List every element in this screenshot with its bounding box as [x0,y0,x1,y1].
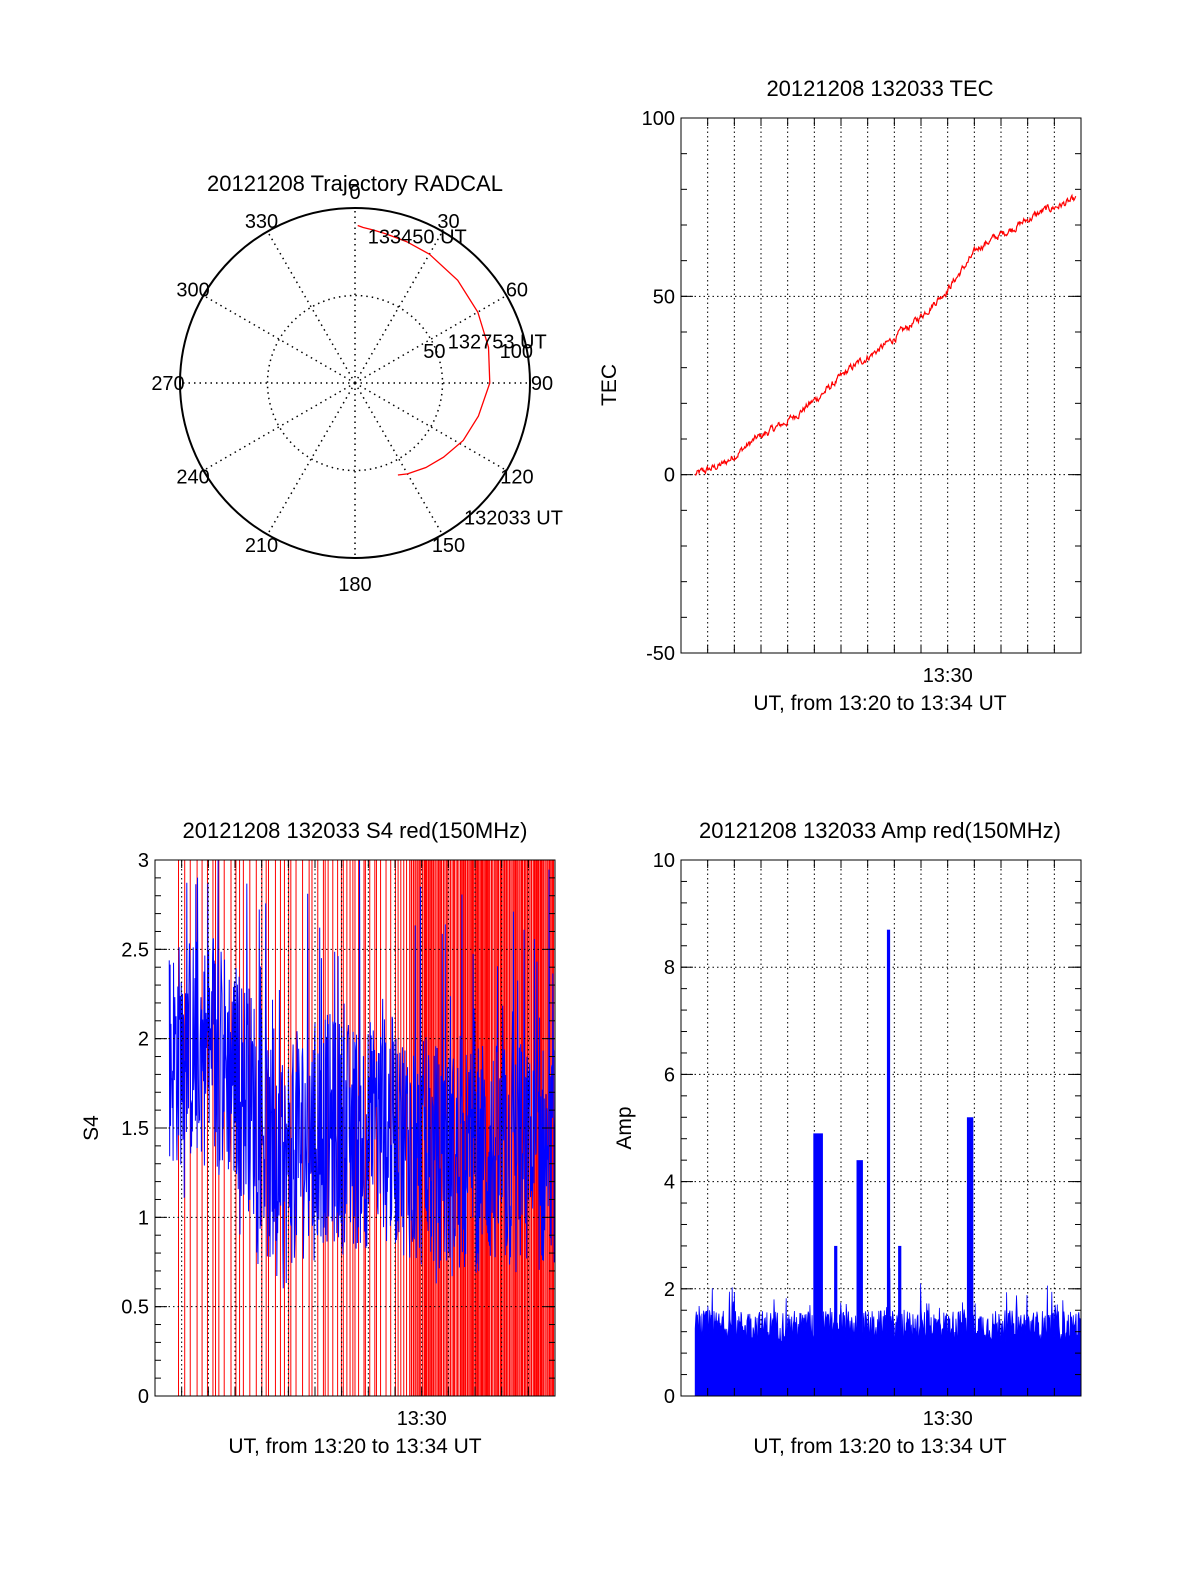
y-tick-label: 4 [664,1172,675,1194]
y-tick-label: 100 [642,108,675,130]
polar-angle-label: 30 [437,211,459,233]
tec-grid [681,118,1081,653]
amp-spike [834,1245,838,1396]
polar-spoke [354,382,444,535]
y-tick-label: 50 [653,286,675,308]
y-tick-label: 1.5 [121,1118,149,1140]
s4-grid [155,860,555,1396]
polar-grid [180,208,530,558]
s4-title: 20121208 132033 S4 red(150MHz) [183,818,528,843]
trajectory-line [357,224,491,476]
tec-xlabel: UT, from 13:20 to 13:34 UT [753,692,1006,715]
y-tick-label: 2 [138,1029,149,1051]
y-tick-label: 10 [653,850,675,872]
y-tick-label: 0 [138,1386,149,1408]
polar-angle-label: 120 [500,467,533,489]
x-tick-label: 13:30 [923,665,973,687]
amp-panel: 20121208 132033 Amp red(150MHz) 0 2 4 6 8 10 1… [613,818,1082,1458]
polar-radial-label: 100 [500,341,533,363]
s4-line [168,859,556,1289]
y-tick-label: 1 [138,1207,149,1229]
tec-title: 20121208 132033 TEC [766,76,993,101]
polar-trajectory-track [357,224,491,476]
y-tick-label: 3 [138,850,149,872]
s4-ylabel: S4 [80,1115,103,1141]
amp-spike [898,1245,902,1396]
polar-title: 20121208 Trajectory RADCAL [207,171,503,196]
amp-spike [856,1160,863,1396]
amp-spike [813,1133,823,1396]
amp-ylabel: Amp [613,1106,636,1149]
x-tick-label: 13:30 [397,1408,447,1430]
tec-line [694,193,1077,477]
y-tick-label: 0.5 [121,1297,149,1319]
y-tick-label: 0 [664,1386,675,1408]
amp-series [694,929,1082,1397]
y-tick-label: 2.5 [121,939,149,961]
tec-panel: 20121208 132033 TEC -50 0 50 100 13:30 UT, f… [598,76,1082,715]
polar-angle-label: 90 [531,373,553,395]
y-tick-label: -50 [646,643,675,665]
amp-title: 20121208 132033 Amp red(150MHz) [699,818,1061,843]
polar-time-annotation: 132033 UT [464,508,563,530]
tec-plot-frame [680,117,1082,654]
polar-time-annotations: 133450 UT 132753 UT 132033 UT [368,227,563,530]
s4-ticks: 0 0.5 1 1.5 2 2.5 3 13:30 [121,850,555,1430]
polar-time-annotation: 132753 UT [448,332,547,354]
polar-angle-label: 270 [151,373,184,395]
polar-radial-labels: 50 100 [423,341,533,363]
polar-angle-label: 330 [245,211,278,233]
s4-panel: 20121208 132033 S4 red(150MHz) 0 0.5 1 1.5 2… [80,818,556,1458]
polar-angle-label: 60 [506,280,528,302]
amp-ticks: 0 2 4 6 8 10 13:30 [653,850,1081,1430]
polar-angle-labels: 0 30 60 90 120 150 180 210 240 270 300 330 [151,182,553,596]
polar-spoke [203,382,356,472]
tec-ylabel: TEC [598,364,621,406]
polar-spoke [266,382,356,535]
y-tick-label: 0 [664,465,675,487]
amp-spike [966,1117,974,1396]
polar-angle-label: 180 [338,574,371,596]
amp-xlabel: UT, from 13:20 to 13:34 UT [753,1435,1006,1458]
amp-plot-frame [680,859,1082,1397]
tec-ticks: -50 0 50 100 13:30 [642,108,1081,687]
polar-spoke [354,382,507,472]
polar-angle-label: 0 [349,182,360,204]
polar-angle-label: 210 [245,535,278,557]
polar-trajectory-panel: 20121208 Trajectory RADCAL 0 30 60 90 120 150… [151,171,563,596]
polar-radial-label: 50 [423,341,445,363]
amp-spike [886,929,891,1396]
y-tick-label: 6 [664,1064,675,1086]
tec-series [694,193,1077,477]
polar-angle-label: 300 [176,280,209,302]
polar-angle-label: 150 [432,535,465,557]
polar-angle-label: 240 [176,467,209,489]
polar-ring-50 [266,294,444,472]
polar-outer-ring [179,207,531,559]
polar-time-annotation: 133450 UT [368,227,467,249]
y-tick-label: 2 [664,1279,675,1301]
x-tick-label: 13:30 [923,1408,973,1430]
s4-xlabel: UT, from 13:20 to 13:34 UT [228,1435,481,1458]
polar-spoke [266,231,356,384]
y-tick-label: 8 [664,957,675,979]
